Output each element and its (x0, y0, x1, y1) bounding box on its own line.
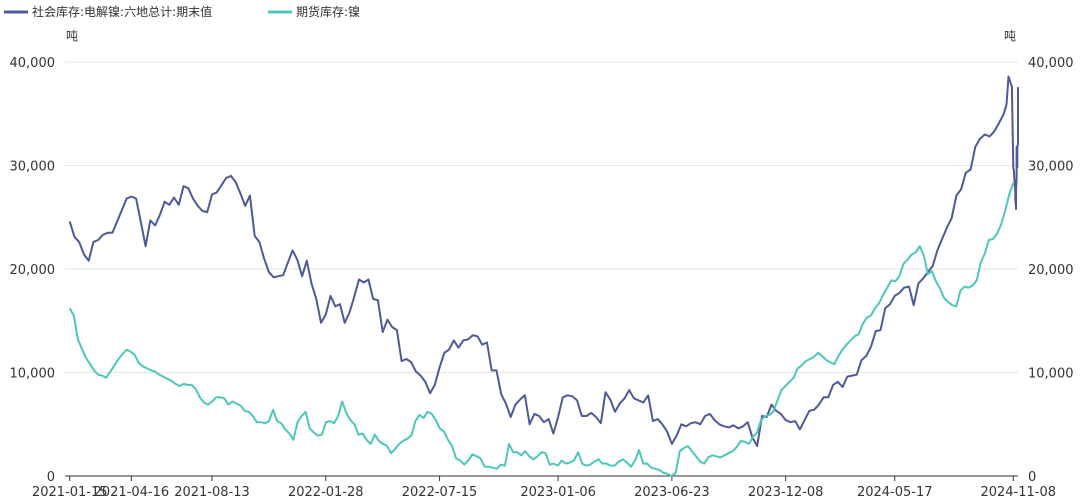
legend-label-social-inventory: 社会库存:电解镍:六地总计:期末值 (32, 4, 212, 19)
y-tick-label-right: 30,000 (1028, 160, 1074, 175)
x-tick-label: 2023-12-08 (748, 485, 824, 500)
x-tick-label: 2024-05-17 (857, 485, 933, 500)
legend-entry-futures-inventory[interactable]: 期货库存:镍 (268, 4, 360, 19)
series-line-social-inventory (68, 75, 1019, 447)
legend-label-futures-inventory: 期货库存:镍 (296, 4, 360, 19)
y-tick-label-right: 10,000 (1028, 367, 1074, 382)
grid-lines (65, 61, 1018, 373)
x-tick-label: 2022-01-28 (288, 485, 364, 500)
y-tick-label-left: 10,000 (10, 367, 56, 382)
series-line-futures-inventory (68, 182, 1015, 477)
x-tick-label: 2021-01-15 (32, 485, 108, 500)
x-tick-label: 2022-07-15 (402, 485, 478, 500)
x-tick-label: 2024-11-08 (980, 485, 1056, 500)
left-axis-unit: 吨 (66, 29, 78, 43)
right-y-axis: 0 10,000 20,000 30,000 40,000 (1028, 56, 1074, 485)
legend[interactable]: 社会库存:电解镍:六地总计:期末值 期货库存:镍 (4, 4, 360, 19)
x-tick-label: 2021-04-16 (94, 485, 170, 500)
x-tick-label: 2023-06-23 (634, 485, 710, 500)
legend-entry-social-inventory[interactable]: 社会库存:电解镍:六地总计:期末值 (4, 4, 212, 19)
y-tick-label-left: 40,000 (10, 56, 56, 71)
left-y-axis: 0 10,000 20,000 30,000 40,000 (10, 56, 56, 485)
y-tick-label-right: 40,000 (1028, 56, 1074, 71)
y-tick-label-right: 0 (1028, 470, 1036, 485)
series-lines (68, 75, 1019, 477)
y-tick-label-left: 20,000 (10, 263, 56, 278)
x-tick-label: 2023-01-06 (520, 485, 596, 500)
x-tick-label: 2021-08-13 (174, 485, 250, 500)
y-tick-label-left: 0 (47, 470, 55, 485)
y-tick-label-left: 30,000 (10, 160, 56, 175)
y-tick-label-right: 20,000 (1028, 263, 1074, 278)
right-axis-unit: 吨 (1004, 29, 1016, 43)
